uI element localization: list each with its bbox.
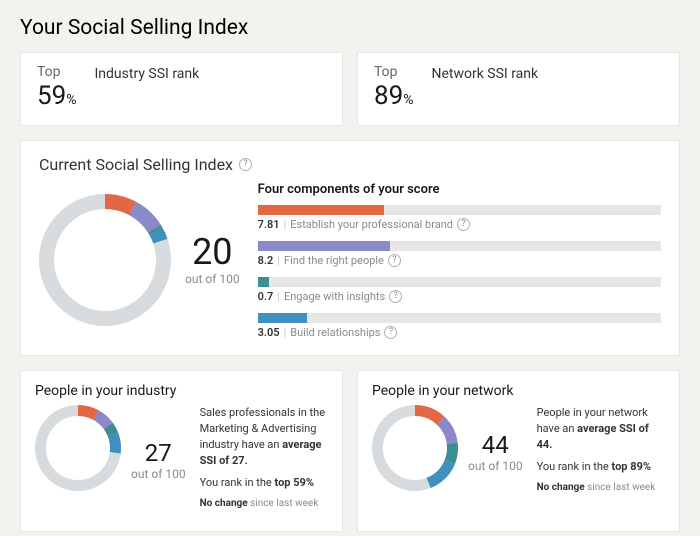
component-bar-fill	[258, 277, 269, 287]
page-title: Your Social Selling Index	[20, 16, 680, 40]
pct-symbol: %	[403, 92, 413, 108]
component-row: 3.05 | Build relationships ?	[258, 313, 661, 339]
component-value: 7.81	[258, 218, 280, 231]
ssi-out-of: out of 100	[185, 272, 240, 286]
network-text: People in your network have an average S…	[537, 405, 665, 501]
network-rank-value: 89%	[374, 82, 414, 111]
component-bar-track	[258, 205, 661, 215]
industry-since: since last week	[248, 498, 319, 509]
current-ssi-title: Current Social Selling Index	[39, 155, 233, 174]
network-rank: top 89%	[612, 460, 651, 473]
people-network-card: People in your network 44 out of 100 Peo…	[357, 370, 680, 532]
help-icon[interactable]: ?	[389, 290, 402, 303]
rank-top-label: Top	[374, 65, 414, 80]
network-out-of: out of 100	[468, 459, 523, 473]
component-label: Build relationships	[290, 326, 380, 339]
people-industry-title: People in your industry	[35, 383, 328, 399]
components-panel: Four components of your score 7.81 | Est…	[258, 182, 661, 339]
component-label: Establish your professional brand	[290, 218, 453, 231]
industry-rank-card: Top 59% Industry SSI rank	[20, 52, 343, 126]
network-donut	[372, 405, 458, 491]
component-bar-track	[258, 277, 661, 287]
component-bar-fill	[258, 241, 390, 251]
people-industry-card: People in your industry 27 out of 100 Sa…	[20, 370, 343, 532]
network-rank-number: 89	[374, 81, 403, 111]
industry-rank-title: Industry SSI rank	[95, 66, 200, 82]
industry-score: 27	[131, 441, 186, 465]
component-value: 3.05	[258, 326, 280, 339]
industry-line2: You rank in the	[200, 476, 275, 489]
industry-rank: top 59%	[275, 476, 314, 489]
ssi-score: 20	[185, 234, 240, 270]
network-since: since last week	[585, 482, 656, 493]
component-bar-track	[258, 241, 661, 251]
help-icon[interactable]: ?	[239, 158, 252, 171]
pct-symbol: %	[66, 92, 76, 108]
help-icon[interactable]: ?	[384, 326, 397, 339]
network-rank-card: Top 89% Network SSI rank	[357, 52, 680, 126]
ssi-donut	[39, 194, 171, 326]
industry-out-of: out of 100	[131, 467, 186, 481]
industry-rank-number: 59	[37, 81, 66, 111]
network-rank-title: Network SSI rank	[432, 66, 539, 82]
component-label: Engage with insights	[284, 290, 385, 303]
components-title: Four components of your score	[258, 182, 661, 197]
network-score: 44	[468, 433, 523, 457]
network-line2: You rank in the	[537, 460, 612, 473]
industry-donut	[35, 405, 121, 491]
rank-top-label: Top	[37, 65, 77, 80]
industry-nochange: No change	[200, 498, 248, 509]
help-icon[interactable]: ?	[388, 254, 401, 267]
component-value: 8.2	[258, 254, 274, 267]
rank-row: Top 59% Industry SSI rank Top 89% Networ…	[20, 52, 680, 126]
component-bar-fill	[258, 205, 384, 215]
current-ssi-card: Current Social Selling Index ? 20 out of…	[20, 140, 680, 356]
help-icon[interactable]: ?	[457, 218, 470, 231]
component-value: 0.7	[258, 290, 274, 303]
industry-rank-value: 59%	[37, 82, 77, 111]
people-network-title: People in your network	[372, 383, 665, 399]
industry-text: Sales professionals in the Marketing & A…	[200, 405, 328, 517]
component-bar-track	[258, 313, 661, 323]
component-row: 7.81 | Establish your professional brand…	[258, 205, 661, 231]
component-label: Find the right people	[284, 254, 384, 267]
component-row: 8.2 | Find the right people ?	[258, 241, 661, 267]
component-bar-fill	[258, 313, 307, 323]
network-nochange: No change	[537, 482, 585, 493]
component-row: 0.7 | Engage with insights ?	[258, 277, 661, 303]
people-row: People in your industry 27 out of 100 Sa…	[20, 370, 680, 532]
